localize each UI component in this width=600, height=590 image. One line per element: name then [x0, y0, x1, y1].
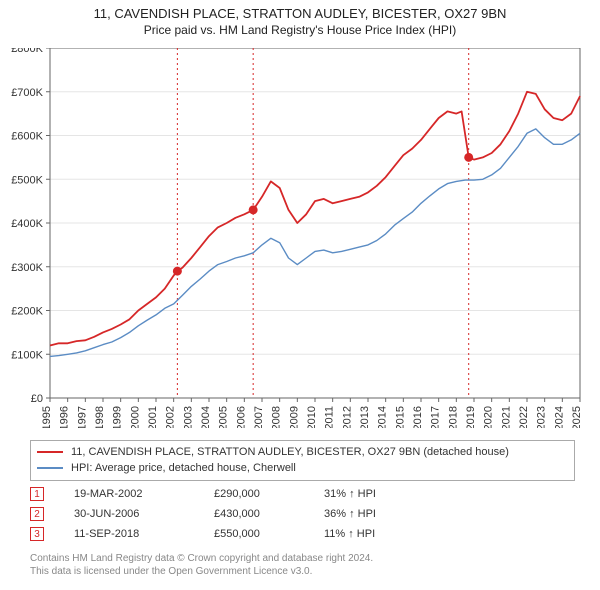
svg-text:£0: £0: [31, 393, 43, 405]
svg-text:2022: 2022: [518, 406, 530, 428]
svg-text:2014: 2014: [377, 406, 389, 428]
svg-text:2012: 2012: [341, 406, 353, 428]
legend-label: 11, CAVENDISH PLACE, STRATTON AUDLEY, BI…: [71, 446, 509, 458]
svg-text:2009: 2009: [288, 406, 300, 428]
svg-text:1995: 1995: [41, 406, 53, 428]
svg-text:2017: 2017: [430, 406, 442, 428]
svg-text:2016: 2016: [412, 406, 424, 428]
svg-text:£300K: £300K: [11, 262, 43, 274]
svg-text:2005: 2005: [218, 406, 230, 428]
sale-date: 30-JUN-2006: [74, 508, 214, 520]
svg-text:£600K: £600K: [11, 131, 43, 143]
svg-text:2024: 2024: [553, 406, 565, 428]
svg-text:2013: 2013: [359, 406, 371, 428]
legend-label: HPI: Average price, detached house, Cher…: [71, 462, 296, 474]
legend: 11, CAVENDISH PLACE, STRATTON AUDLEY, BI…: [30, 440, 575, 481]
svg-text:2004: 2004: [200, 406, 212, 428]
svg-text:2025: 2025: [571, 406, 583, 428]
legend-swatch: [37, 467, 63, 469]
page: 11, CAVENDISH PLACE, STRATTON AUDLEY, BI…: [0, 0, 600, 590]
svg-text:£700K: £700K: [11, 87, 43, 99]
svg-text:1999: 1999: [112, 406, 124, 428]
attribution-line: This data is licensed under the Open Gov…: [30, 565, 575, 578]
sale-badge: 1: [30, 487, 44, 501]
svg-text:2023: 2023: [536, 406, 548, 428]
svg-text:2006: 2006: [235, 406, 247, 428]
sale-hpi: 11% ↑ HPI: [324, 528, 444, 540]
plot-area: £0 £100K £200K £300K £400K £500K £600K £700K £80…: [0, 48, 600, 428]
svg-text:2020: 2020: [483, 406, 495, 428]
svg-text:2019: 2019: [465, 406, 477, 428]
svg-text:£100K: £100K: [11, 349, 43, 361]
sale-hpi: 36% ↑ HPI: [324, 508, 444, 520]
svg-text:£400K: £400K: [11, 218, 43, 230]
svg-text:2015: 2015: [394, 406, 406, 428]
sale-hpi: 31% ↑ HPI: [324, 488, 444, 500]
svg-text:2021: 2021: [500, 406, 512, 428]
svg-text:£500K: £500K: [11, 174, 43, 186]
svg-text:1997: 1997: [76, 406, 88, 428]
sale-badge: 3: [30, 527, 44, 541]
svg-text:2011: 2011: [324, 406, 336, 428]
svg-text:2018: 2018: [447, 406, 459, 428]
legend-swatch: [37, 451, 63, 453]
chart-title: 11, CAVENDISH PLACE, STRATTON AUDLEY, BI…: [0, 6, 600, 21]
legend-item: HPI: Average price, detached house, Cher…: [37, 460, 568, 476]
sale-date: 11-SEP-2018: [74, 528, 214, 540]
attribution: Contains HM Land Registry data © Crown c…: [30, 552, 575, 578]
sale-price: £550,000: [214, 528, 324, 540]
svg-text:2007: 2007: [253, 406, 265, 428]
sale-date: 19-MAR-2002: [74, 488, 214, 500]
titles: 11, CAVENDISH PLACE, STRATTON AUDLEY, BI…: [0, 6, 600, 37]
svg-text:2002: 2002: [165, 406, 177, 428]
sale-row: 2 30-JUN-2006 £430,000 36% ↑ HPI: [30, 504, 575, 524]
svg-text:2010: 2010: [306, 406, 318, 428]
svg-text:2008: 2008: [271, 406, 283, 428]
svg-text:2003: 2003: [182, 406, 194, 428]
sale-price: £290,000: [214, 488, 324, 500]
chart-subtitle: Price paid vs. HM Land Registry's House …: [0, 23, 600, 37]
svg-text:£200K: £200K: [11, 306, 43, 318]
attribution-line: Contains HM Land Registry data © Crown c…: [30, 552, 575, 565]
svg-text:2001: 2001: [147, 406, 159, 428]
sale-price: £430,000: [214, 508, 324, 520]
legend-item: 11, CAVENDISH PLACE, STRATTON AUDLEY, BI…: [37, 444, 568, 460]
sale-badge: 2: [30, 507, 44, 521]
chart-svg: £0 £100K £200K £300K £400K £500K £600K £700K £80…: [0, 48, 600, 428]
sale-row: 1 19-MAR-2002 £290,000 31% ↑ HPI: [30, 484, 575, 504]
svg-text:£800K: £800K: [11, 48, 43, 55]
svg-text:2000: 2000: [129, 406, 141, 428]
svg-text:1996: 1996: [59, 406, 71, 428]
sale-row: 3 11-SEP-2018 £550,000 11% ↑ HPI: [30, 524, 575, 544]
sales-table: 1 19-MAR-2002 £290,000 31% ↑ HPI 2 30-JU…: [30, 484, 575, 544]
svg-text:1998: 1998: [94, 406, 106, 428]
